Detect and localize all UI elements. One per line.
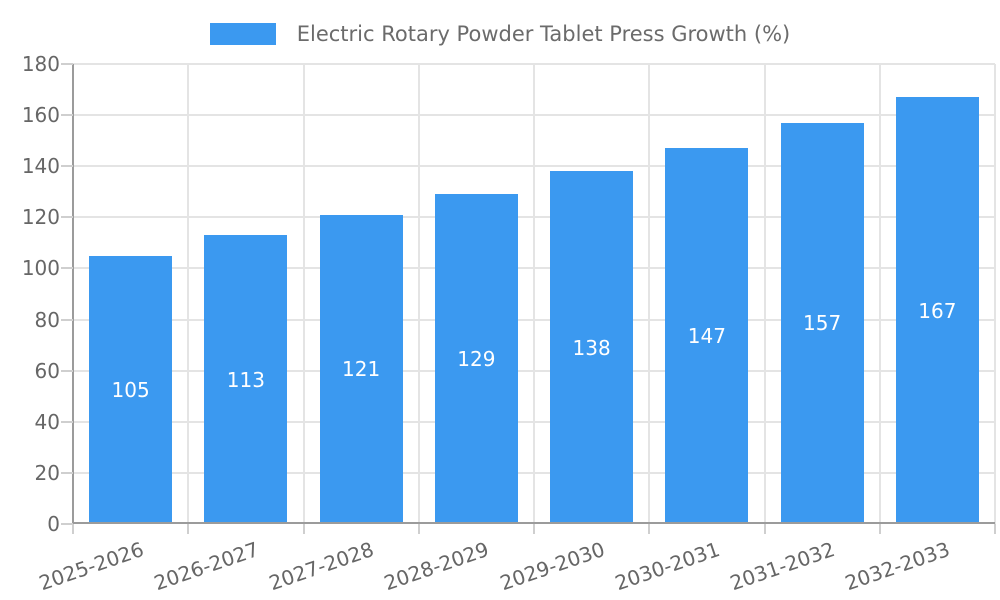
gridline-v (302, 64, 305, 524)
x-tick-mark (763, 524, 766, 534)
x-tick-mark (72, 524, 74, 534)
y-axis-tick-label: 0 (47, 512, 60, 536)
legend-swatch (209, 23, 276, 45)
legend[interactable]: Electric Rotary Powder Tablet Press Grow… (0, 21, 1000, 47)
gridline-v (648, 64, 651, 524)
bar[interactable]: 138 (550, 171, 634, 524)
x-tick-mark (533, 524, 535, 534)
plot-area: 105 113 121 129 138 147 157 167 (73, 63, 996, 524)
y-tick-mark (61, 318, 73, 321)
bar[interactable]: 121 (319, 214, 403, 524)
x-axis-tick-label: 2028-2029 (381, 537, 493, 596)
y-tick-mark (61, 216, 73, 219)
x-axis-tick-label: 2025-2026 (35, 537, 147, 596)
gridline-v (763, 64, 766, 524)
y-tick-mark (61, 471, 73, 474)
bar[interactable]: 113 (204, 235, 288, 524)
y-tick-mark (61, 165, 73, 168)
y-axis-tick-label: 20 (34, 460, 60, 485)
bar-value-label: 147 (687, 324, 726, 349)
bar-value-label: 129 (457, 347, 496, 372)
y-axis-tick-label: 160 (21, 103, 60, 128)
gridline-v (533, 64, 535, 524)
x-tick-mark (417, 524, 420, 534)
y-tick-mark (61, 369, 73, 372)
y-axis-tick-label: 100 (21, 256, 60, 281)
x-axis-tick-label: 2030-2031 (611, 537, 723, 596)
bar[interactable]: 147 (665, 148, 749, 524)
bar[interactable]: 129 (434, 194, 518, 524)
bar-value-label: 113 (226, 367, 265, 392)
bar[interactable]: 167 (895, 97, 979, 524)
y-axis-tick-label: 60 (34, 358, 60, 383)
y-tick-mark (61, 420, 73, 423)
legend-label: Electric Rotary Powder Tablet Press Grow… (296, 22, 791, 46)
gridline-v (417, 64, 420, 524)
y-axis-tick-label: 140 (21, 154, 60, 179)
y-axis-tick-label: 120 (21, 205, 60, 230)
gridline-v (187, 64, 190, 524)
gridline-v (994, 64, 996, 524)
bar-value-label: 167 (918, 298, 957, 323)
x-tick-mark (994, 524, 996, 534)
x-axis-line (72, 522, 995, 524)
x-tick-mark (302, 524, 305, 534)
x-axis-tick-label: 2032-2033 (842, 537, 954, 596)
x-tick-mark (648, 524, 651, 534)
y-axis-tick-label: 180 (21, 52, 60, 76)
bar[interactable]: 157 (780, 122, 864, 524)
bar[interactable]: 105 (89, 255, 173, 524)
y-axis-tick-label: 80 (34, 307, 60, 332)
y-tick-mark (61, 523, 73, 525)
bar-value-label: 121 (342, 357, 381, 382)
x-tick-mark (187, 524, 190, 534)
bar-value-label: 105 (111, 377, 150, 402)
gridline-v (878, 64, 881, 524)
bar-value-label: 138 (572, 335, 611, 360)
y-tick-mark (61, 63, 73, 65)
x-tick-mark (878, 524, 881, 534)
x-axis-tick-label: 2031-2032 (727, 537, 838, 596)
x-axis-tick-label: 2026-2027 (150, 537, 262, 596)
y-tick-mark (61, 114, 73, 117)
x-axis-tick-label: 2027-2028 (266, 537, 377, 596)
y-axis-line (72, 64, 74, 524)
x-axis-tick-label: 2029-2030 (496, 537, 608, 596)
y-axis-tick-label: 40 (34, 409, 60, 434)
y-tick-mark (61, 267, 73, 270)
bar-value-label: 157 (803, 311, 842, 336)
